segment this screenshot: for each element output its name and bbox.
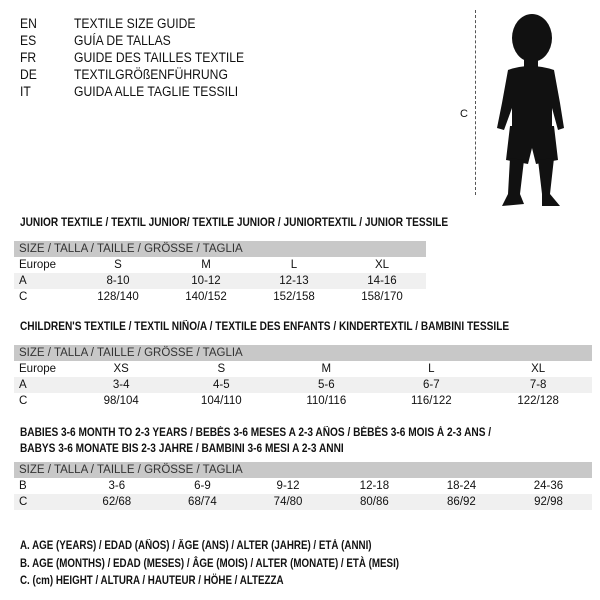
height-measure-label: C (460, 108, 468, 120)
table-cell: 3-4 (74, 377, 169, 393)
table-row: C 62/68 68/74 74/80 80/86 86/92 92/98 (14, 494, 592, 510)
table-row: Europe XS S M L XL (14, 361, 592, 377)
table-cell: 116/122 (410, 395, 452, 407)
table-cell: 12-13 (250, 273, 338, 289)
lang-title: TEXTILE SIZE GUIDE (74, 16, 196, 31)
lang-it: IT GUIDA ALLE TAGLIE TESSILI (20, 83, 244, 100)
lang-title: TEXTILGRÖßENFÜHRUNG (74, 67, 228, 82)
row-label: B (19, 480, 27, 492)
table-row: A 8-10 10-12 12-13 14-16 (14, 273, 426, 289)
lang-code: FR (20, 50, 37, 65)
table-cell: 10-12 (162, 273, 250, 289)
lang-code: DE (20, 67, 37, 82)
legend-c: C. (cm) HEIGHT / ALTURA / HAUTEUR / HÖHE… (20, 575, 284, 587)
table-cell: 9-12 (276, 480, 300, 492)
table-cell: 92/98 (504, 494, 592, 510)
lang-code: EN (20, 16, 37, 31)
table-cell: 8-10 (74, 273, 162, 289)
table-cell: 122/128 (517, 395, 559, 407)
table-header: SIZE / TALLA / TAILLE / GRÖSSE / TAGLIA (14, 462, 592, 478)
table-cell: 68/74 (159, 494, 246, 510)
table-cell: 152/158 (273, 291, 315, 303)
table-row: Europe S M L XL (14, 257, 426, 273)
row-label: Europe (19, 363, 57, 375)
table-cell: M (201, 259, 211, 271)
table-cell: 86/92 (417, 494, 505, 510)
table-cell: 3-6 (108, 480, 126, 492)
height-measure-line (475, 10, 476, 195)
lang-en: EN TEXTILE SIZE GUIDE (20, 15, 244, 32)
table-cell: 62/68 (74, 494, 160, 510)
lang-code: ES (20, 33, 37, 48)
table-cell: XS (113, 363, 129, 375)
table-cell: S (217, 363, 226, 375)
row-label: A (14, 273, 74, 289)
table-cell: XL (374, 259, 390, 271)
table-row: B 3-6 6-9 9-12 12-18 18-24 24-36 (14, 478, 592, 494)
table-header: SIZE / TALLA / TAILLE / GRÖSSE / TAGLIA (14, 345, 592, 361)
table-cell: 158/170 (361, 291, 403, 303)
table-cell: 24-36 (533, 480, 564, 492)
junior-title: JUNIOR TEXTILE / TEXTIL JUNIOR/ TEXTILE … (20, 217, 449, 229)
lang-fr: FR GUIDE DES TAILLES TEXTILE (20, 49, 244, 66)
row-label: C (19, 395, 28, 407)
legend: A. AGE (YEARS) / EDAD (AÑOS) / ÂGE (ANS)… (20, 538, 399, 591)
legend-a: A. AGE (YEARS) / EDAD (AÑOS) / ÂGE (ANS)… (20, 540, 372, 552)
babies-title-line1: BABIES 3-6 MONTH TO 2-3 YEARS / BEBÉS 3-… (20, 427, 492, 439)
table-cell: 12-18 (359, 480, 390, 492)
table-header: SIZE / TALLA / TAILLE / GRÖSSE / TAGLIA (14, 241, 426, 257)
table-cell: 80/86 (330, 494, 418, 510)
table-row: C 128/140 140/152 152/158 158/170 (14, 289, 426, 305)
table-cell: 140/152 (185, 291, 227, 303)
table-cell: 6-9 (194, 480, 211, 492)
row-label: C (14, 494, 74, 510)
table-cell: 104/110 (200, 395, 242, 407)
table-cell: 74/80 (245, 494, 331, 510)
row-label: Europe (19, 259, 57, 271)
junior-size-table: SIZE / TALLA / TAILLE / GRÖSSE / TAGLIA … (14, 241, 426, 305)
table-cell: S (114, 259, 122, 271)
table-cell: 7-8 (484, 377, 592, 393)
lang-es: ES GUÍA DE TALLAS (20, 32, 244, 49)
table-cell: 98/104 (103, 395, 139, 407)
table-cell: L (428, 363, 435, 375)
row-label: A (14, 377, 74, 393)
lang-code: IT (20, 84, 31, 99)
table-cell: 4-5 (168, 377, 275, 393)
children-size-table: SIZE / TALLA / TAILLE / GRÖSSE / TAGLIA … (14, 345, 592, 409)
table-cell: 5-6 (274, 377, 379, 393)
table-cell: 110/116 (306, 395, 347, 407)
row-label: C (19, 291, 28, 303)
language-titles: EN TEXTILE SIZE GUIDE ES GUÍA DE TALLAS FR… (20, 15, 244, 100)
table-cell: L (290, 259, 298, 271)
table-cell: XL (531, 363, 546, 375)
lang-de: DE TEXTILGRÖßENFÜHRUNG (20, 66, 244, 83)
babies-size-table: SIZE / TALLA / TAILLE / GRÖSSE / TAGLIA … (14, 462, 592, 510)
table-cell: M (321, 363, 332, 375)
legend-b: B. AGE (MONTHS) / EDAD (MESES) / ÂGE (MO… (20, 557, 400, 570)
table-cell: 14-16 (338, 273, 426, 289)
table-row: C 98/104 104/110 110/116 116/122 122/128 (14, 393, 592, 409)
table-cell: 6-7 (378, 377, 485, 393)
children-title: CHILDREN'S TEXTILE / TEXTIL NIÑO/A / TEX… (20, 321, 510, 333)
babies-title-line2: BABYS 3-6 MONATE BIS 2-3 JAHRE / BAMBINI… (20, 443, 344, 455)
table-cell: 128/140 (97, 291, 139, 303)
lang-title: GUIDE DES TAILLES TEXTILE (74, 50, 245, 65)
table-row: A 3-4 4-5 5-6 6-7 7-8 (14, 377, 592, 393)
child-silhouette-icon (497, 14, 564, 206)
lang-title: GUIDA ALLE TAGLIE TESSILI (74, 84, 239, 99)
table-cell: 18-24 (446, 480, 477, 492)
lang-title: GUÍA DE TALLAS (74, 33, 171, 48)
